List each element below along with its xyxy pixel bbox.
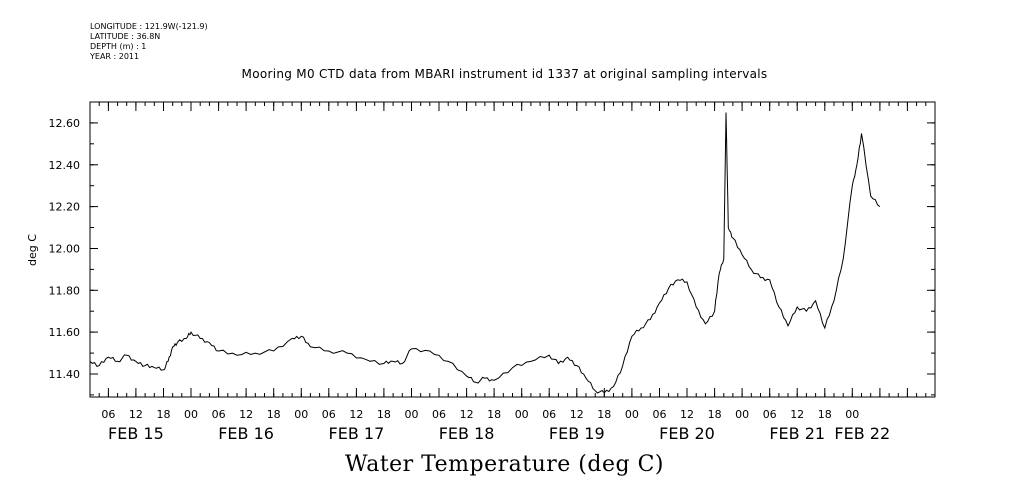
latitude-label: LATITUDE : 36.8N: [90, 32, 161, 41]
metadata-block: LONGITUDE : 121.9W(-121.9) LATITUDE : 36…: [90, 22, 208, 62]
x-tick-label: 00: [294, 408, 308, 421]
x-day-label: FEB 20: [659, 424, 715, 443]
x-tick-label: 06: [322, 408, 336, 421]
y-tick-label: 11.60: [49, 326, 81, 339]
x-tick-label: 18: [377, 408, 391, 421]
x-axis: 06 12 18 00 06 12 18 00 06 12 18 00 06 12 18 00 06 12 18 00…: [101, 102, 936, 443]
x-tick-label: 00: [184, 408, 198, 421]
y-axis-label: deg C: [26, 234, 39, 266]
x-day-label: FEB 16: [218, 424, 274, 443]
x-tick-label: 12: [570, 408, 584, 421]
y-tick-label: 12.20: [49, 201, 81, 214]
x-tick-label: 18: [157, 408, 171, 421]
x-tick-label: 00: [625, 408, 639, 421]
x-tick-label: 00: [515, 408, 529, 421]
x-tick-label: 00: [735, 408, 749, 421]
x-tick-label: 12: [349, 408, 363, 421]
x-tick-label: 12: [790, 408, 804, 421]
x-tick-label: 00: [405, 408, 419, 421]
x-day-label: FEB 15: [108, 424, 164, 443]
y-axis: 11.40 11.60 11.80 12.00 12.20 12.40 12.60: [49, 101, 935, 396]
x-day-label: FEB 22: [834, 424, 890, 443]
series-line: [89, 112, 881, 394]
y-tick-label: 11.40: [49, 368, 81, 381]
x-tick-label: 06: [542, 408, 556, 421]
y-tick-label: 12.60: [49, 117, 81, 130]
x-day-label: FEB 21: [769, 424, 825, 443]
x-day-label: FEB 19: [549, 424, 605, 443]
x-tick-label: 12: [680, 408, 694, 421]
x-tick-label: 12: [129, 408, 143, 421]
x-axis-title: Water Temperature (deg C): [345, 452, 664, 477]
x-tick-label: 18: [267, 408, 281, 421]
y-tick-label: 12.40: [49, 159, 81, 172]
x-tick-label: 06: [212, 408, 226, 421]
plot-frame: [89, 101, 936, 398]
x-tick-label: 06: [101, 408, 115, 421]
year-label: YEAR : 2011: [90, 52, 140, 61]
x-tick-label: 06: [432, 408, 446, 421]
x-day-label: FEB 17: [329, 424, 385, 443]
longitude-label: LONGITUDE : 121.9W(-121.9): [90, 22, 208, 31]
x-tick-label: 12: [239, 408, 253, 421]
x-tick-label: 18: [487, 408, 501, 421]
x-tick-label: 18: [597, 408, 611, 421]
x-tick-label: 18: [818, 408, 832, 421]
x-tick-label: 00: [845, 408, 859, 421]
x-tick-label: 06: [653, 408, 667, 421]
x-tick-label: 06: [763, 408, 777, 421]
chart-title: Mooring M0 CTD data from MBARI instrumen…: [241, 67, 768, 81]
x-tick-label: 18: [708, 408, 722, 421]
x-tick-label: 12: [460, 408, 474, 421]
y-tick-label: 12.00: [49, 243, 81, 256]
depth-label: DEPTH (m) : 1: [90, 42, 147, 51]
y-tick-label: 11.80: [49, 284, 81, 297]
minor-ticks: [89, 102, 936, 397]
x-day-label: FEB 18: [439, 424, 495, 443]
